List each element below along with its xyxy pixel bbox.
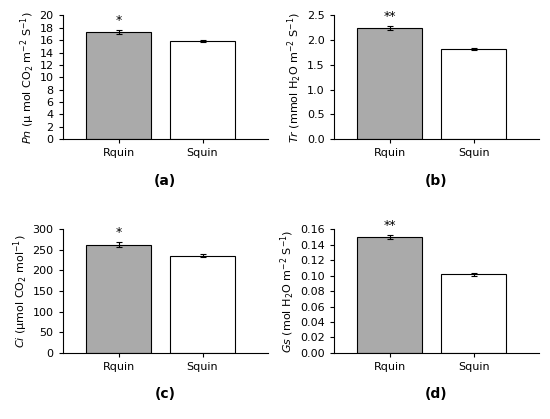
Y-axis label: $\it{Pn}$ (μ mol CO$_2$ m$^{-2}$ S$^{-1}$): $\it{Pn}$ (μ mol CO$_2$ m$^{-2}$ S$^{-1}… (18, 11, 37, 144)
Bar (86, 245, 151, 353)
Y-axis label: $\it{Ci}$ (μmol CO$_2$ mol$^{-1}$): $\it{Ci}$ (μmol CO$_2$ mol$^{-1}$) (11, 234, 30, 348)
Text: **: ** (383, 219, 396, 232)
Text: (b): (b) (425, 173, 448, 188)
Text: (a): (a) (154, 173, 177, 188)
Bar (86, 32, 151, 139)
Bar (441, 274, 506, 353)
Bar (170, 256, 235, 353)
Bar (441, 49, 506, 139)
Bar (357, 237, 422, 353)
Text: (d): (d) (425, 388, 448, 401)
Text: *: * (116, 226, 122, 239)
Y-axis label: $\it{Tr}$ (mmol H$_2$O m$^{-2}$ S$^{-1}$): $\it{Tr}$ (mmol H$_2$O m$^{-2}$ S$^{-1}$… (286, 12, 304, 143)
Text: (c): (c) (155, 388, 176, 401)
Y-axis label: $\it{Gs}$ (mol H$_2$O m$^{-2}$ S$^{-1}$): $\it{Gs}$ (mol H$_2$O m$^{-2}$ S$^{-1}$) (279, 230, 297, 353)
Text: **: ** (383, 10, 396, 23)
Bar (357, 28, 422, 139)
Text: *: * (116, 14, 122, 27)
Bar (170, 41, 235, 139)
